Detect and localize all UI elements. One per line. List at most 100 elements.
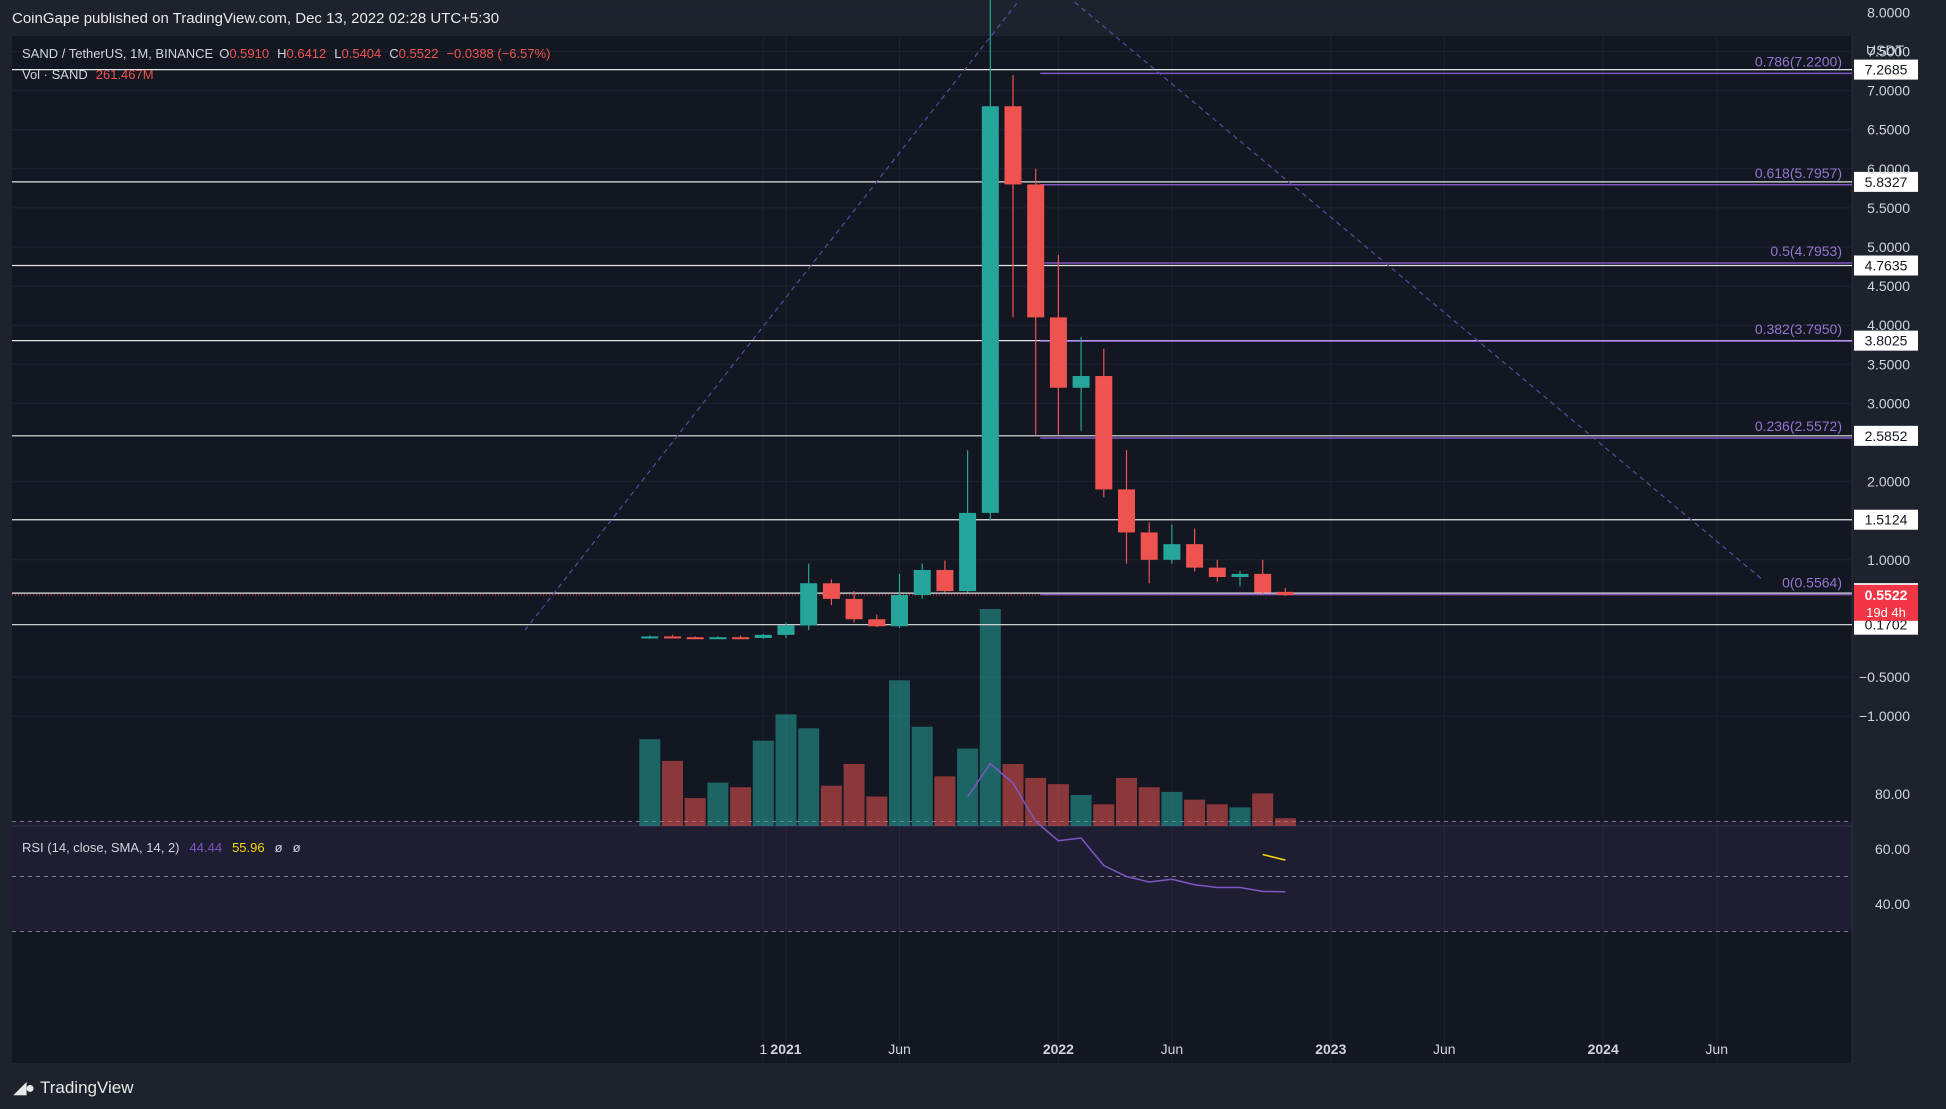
level-tag	[1854, 59, 1918, 80]
price-tick: 8.0000	[1867, 4, 1910, 20]
horizontal-levels: 7.26855.83274.76353.80252.58521.51240.57…	[12, 59, 1918, 635]
volume-bar	[707, 782, 729, 826]
level-tag	[1854, 425, 1918, 446]
price-tick: 6.5000	[1867, 122, 1910, 138]
time-tick: 2024	[1588, 1041, 1619, 1057]
candle-body	[1276, 591, 1294, 595]
price-axis: 8.0000 7.5000 7.0000 6.5000 6.0000 5.5000 5.00…	[1859, 4, 1910, 912]
price-tick: −0.5000	[1859, 669, 1910, 685]
legend: SAND / TetherUS, 1M, BINANCE O0.5910 H0.64…	[22, 46, 551, 855]
rsi-legend-label: RSI (14, close, SMA, 14, 2)	[22, 840, 180, 855]
candle-body	[777, 625, 795, 635]
countdown-label: 19d 4h	[1866, 605, 1906, 620]
candle-body	[913, 569, 931, 595]
fib-levels: 0.786(7.2200) 0.618(5.7957) 0.5(4.7953) 0.3…	[1040, 53, 1852, 596]
current-price-label: 0.5522	[1865, 587, 1908, 603]
volume-bar	[1161, 791, 1183, 826]
tradingview-logo-icon: ◢●	[14, 1080, 35, 1097]
candle-body	[686, 637, 704, 640]
time-tick: 2022	[1043, 1041, 1074, 1057]
candle-body	[891, 594, 908, 627]
trend-line	[524, 0, 1021, 631]
candle-body	[981, 106, 999, 513]
candle-body	[732, 637, 750, 640]
level-tag	[1854, 330, 1918, 351]
volume-bar	[866, 796, 888, 826]
candle-body	[868, 619, 886, 627]
volume-bar	[1229, 807, 1251, 826]
volume-bar	[798, 728, 820, 826]
level-label: 1.5124	[1865, 512, 1908, 528]
volume-bar	[1206, 804, 1228, 826]
level-label: 3.8025	[1865, 333, 1908, 349]
volume-bar	[889, 680, 910, 826]
volume-bar	[662, 760, 683, 826]
volume-bar	[820, 785, 842, 826]
candle-body	[845, 598, 863, 620]
volume-bar	[1025, 777, 1047, 826]
time-tick: Jun	[888, 1041, 911, 1057]
time-tick: Jun	[1161, 1041, 1184, 1057]
price-tick: 7.0000	[1867, 83, 1910, 99]
legend-symbol: SAND / TetherUS, 1M, BINANCE	[22, 46, 214, 61]
volume-bar	[1184, 799, 1206, 826]
price-tick: 5.0000	[1867, 239, 1910, 255]
time-tick: 2021	[770, 1041, 801, 1057]
time-tick: Jun	[1433, 1041, 1456, 1057]
rsi-line	[966, 762, 1286, 893]
volume-bar	[1070, 795, 1092, 826]
legend-volume-label: Vol · SAND	[22, 67, 88, 82]
price-tick: −1.0000	[1859, 708, 1910, 724]
time-axis: 1 2021 Jun 2022 Jun 2023 Jun 2024 Jun	[759, 1041, 1728, 1057]
candle-body	[754, 634, 772, 638]
svg-text:RSI (14, close, SMA, 14, 2)44.: RSI (14, close, SMA, 14, 2) 44.44 55.96 ø ø	[22, 840, 301, 855]
trend-lines	[524, 0, 1763, 631]
candle-body	[709, 637, 727, 640]
rsi-tick: 80.00	[1875, 786, 1910, 802]
bottom-bar	[0, 1068, 1946, 1109]
candle-body	[800, 583, 818, 626]
candle-body	[1004, 106, 1022, 185]
fib-label: 0.618(5.7957)	[1755, 165, 1842, 181]
volume-bar	[979, 609, 1001, 826]
volume-bar	[639, 739, 661, 826]
candle-body	[1072, 376, 1090, 388]
level-label: 7.2685	[1865, 62, 1908, 78]
rsi-lines	[966, 762, 1286, 893]
fib-label: 0(0.5564)	[1782, 574, 1842, 590]
price-tick: 3.0000	[1867, 395, 1910, 411]
fib-label: 0.236(2.5572)	[1755, 418, 1842, 434]
tradingview-logo[interactable]: ◢● TradingView	[14, 1078, 134, 1098]
volume-bar	[843, 764, 865, 826]
fib-label: 0.786(7.2200)	[1755, 53, 1842, 69]
candle-body	[1163, 544, 1181, 560]
candle-body	[1095, 376, 1113, 490]
candle-body	[641, 636, 659, 639]
volume-bar	[775, 714, 797, 826]
rsi-tick: 60.00	[1875, 841, 1910, 857]
volume-bar	[1093, 804, 1115, 826]
price-tick: 7.5000	[1867, 44, 1910, 60]
volume-bar	[1138, 787, 1160, 826]
candle-body	[936, 569, 954, 592]
candle-body	[1231, 573, 1249, 578]
level-tag	[1854, 255, 1918, 276]
fib-label: 0.382(3.7950)	[1755, 321, 1842, 337]
candle-body	[1140, 532, 1158, 560]
volume-bar	[1252, 793, 1274, 826]
candle-body	[664, 636, 681, 639]
candle-body	[1208, 567, 1226, 578]
time-tick: 2023	[1315, 1041, 1346, 1057]
grid	[12, 11, 1852, 1063]
candle-body	[1049, 317, 1067, 388]
volume-bar	[684, 798, 706, 826]
candle-body	[822, 583, 840, 599]
price-tick: 1.0000	[1867, 552, 1910, 568]
axis-currency: USDT	[1866, 42, 1905, 58]
price-tick: 5.5000	[1867, 200, 1910, 216]
candle-body	[959, 512, 977, 592]
top-bar: CoinGape published on TradingView.com, D…	[0, 0, 1946, 36]
